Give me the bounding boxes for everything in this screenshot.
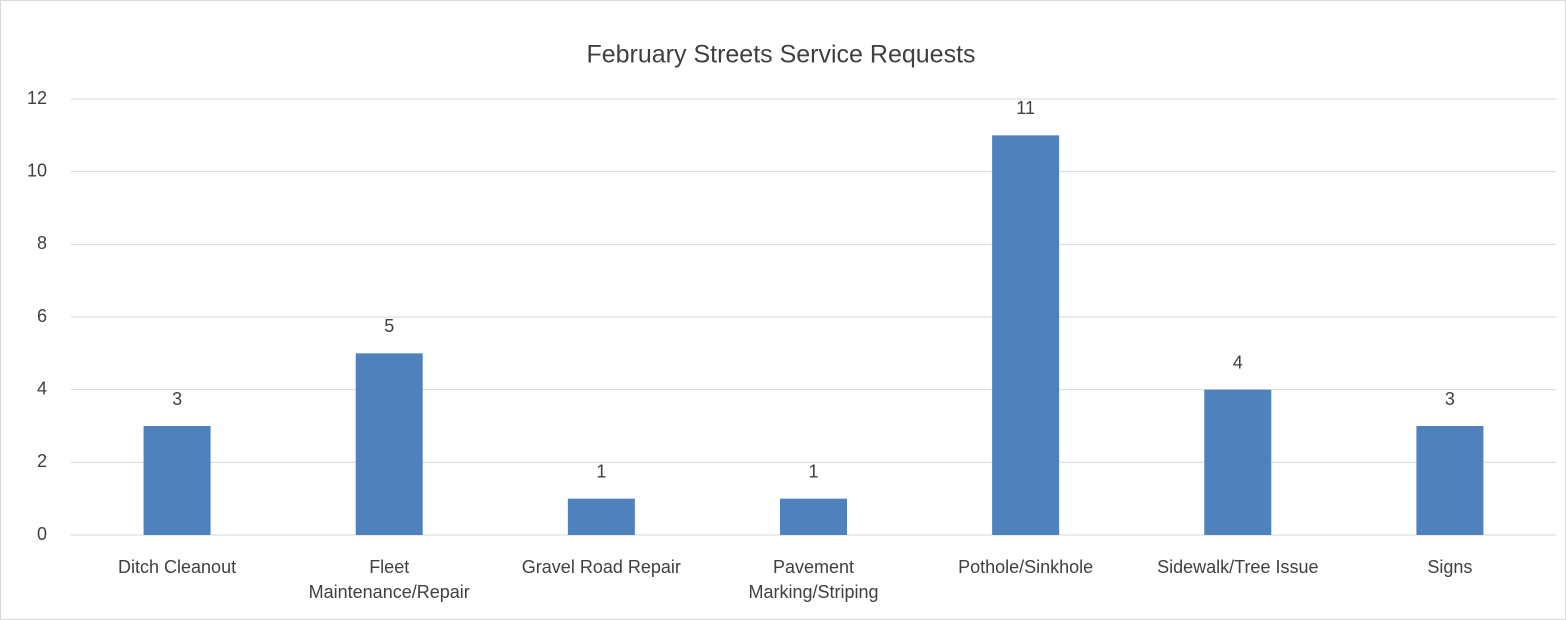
y-tick-label: 8 bbox=[37, 233, 47, 253]
data-label: 3 bbox=[172, 389, 182, 409]
bar bbox=[567, 498, 635, 535]
y-tick-label: 0 bbox=[37, 524, 47, 544]
bar bbox=[143, 426, 211, 535]
chart-title: February Streets Service Requests bbox=[586, 41, 975, 69]
data-label: 4 bbox=[1233, 352, 1243, 372]
x-tick-label: Ditch Cleanout bbox=[118, 557, 237, 577]
data-label: 11 bbox=[1016, 98, 1035, 118]
data-label: 1 bbox=[596, 461, 606, 481]
x-tick-label: Signs bbox=[1427, 557, 1473, 577]
x-tick-label: Pavement Marking/Striping bbox=[748, 557, 879, 602]
bar bbox=[780, 498, 847, 535]
x-tick-label: Fleet Maintenance/Repair bbox=[308, 557, 470, 602]
x-tick-label: Gravel Road Repair bbox=[521, 557, 681, 577]
x-tick-label: Sidewalk/Tree Issue bbox=[1157, 557, 1319, 577]
data-label: 5 bbox=[384, 316, 394, 336]
bar bbox=[1416, 426, 1484, 535]
y-tick-label: 6 bbox=[37, 306, 47, 326]
x-tick-label: Pothole/Sinkhole bbox=[958, 557, 1094, 577]
y-tick-label: 10 bbox=[27, 160, 47, 180]
bar bbox=[355, 353, 423, 535]
data-label: 1 bbox=[808, 461, 818, 481]
y-tick-label: 12 bbox=[27, 88, 47, 108]
bar bbox=[992, 135, 1060, 536]
y-tick-label: 4 bbox=[37, 378, 47, 398]
bar bbox=[1204, 389, 1272, 535]
y-tick-label: 2 bbox=[37, 451, 47, 471]
data-label: 3 bbox=[1445, 389, 1455, 409]
